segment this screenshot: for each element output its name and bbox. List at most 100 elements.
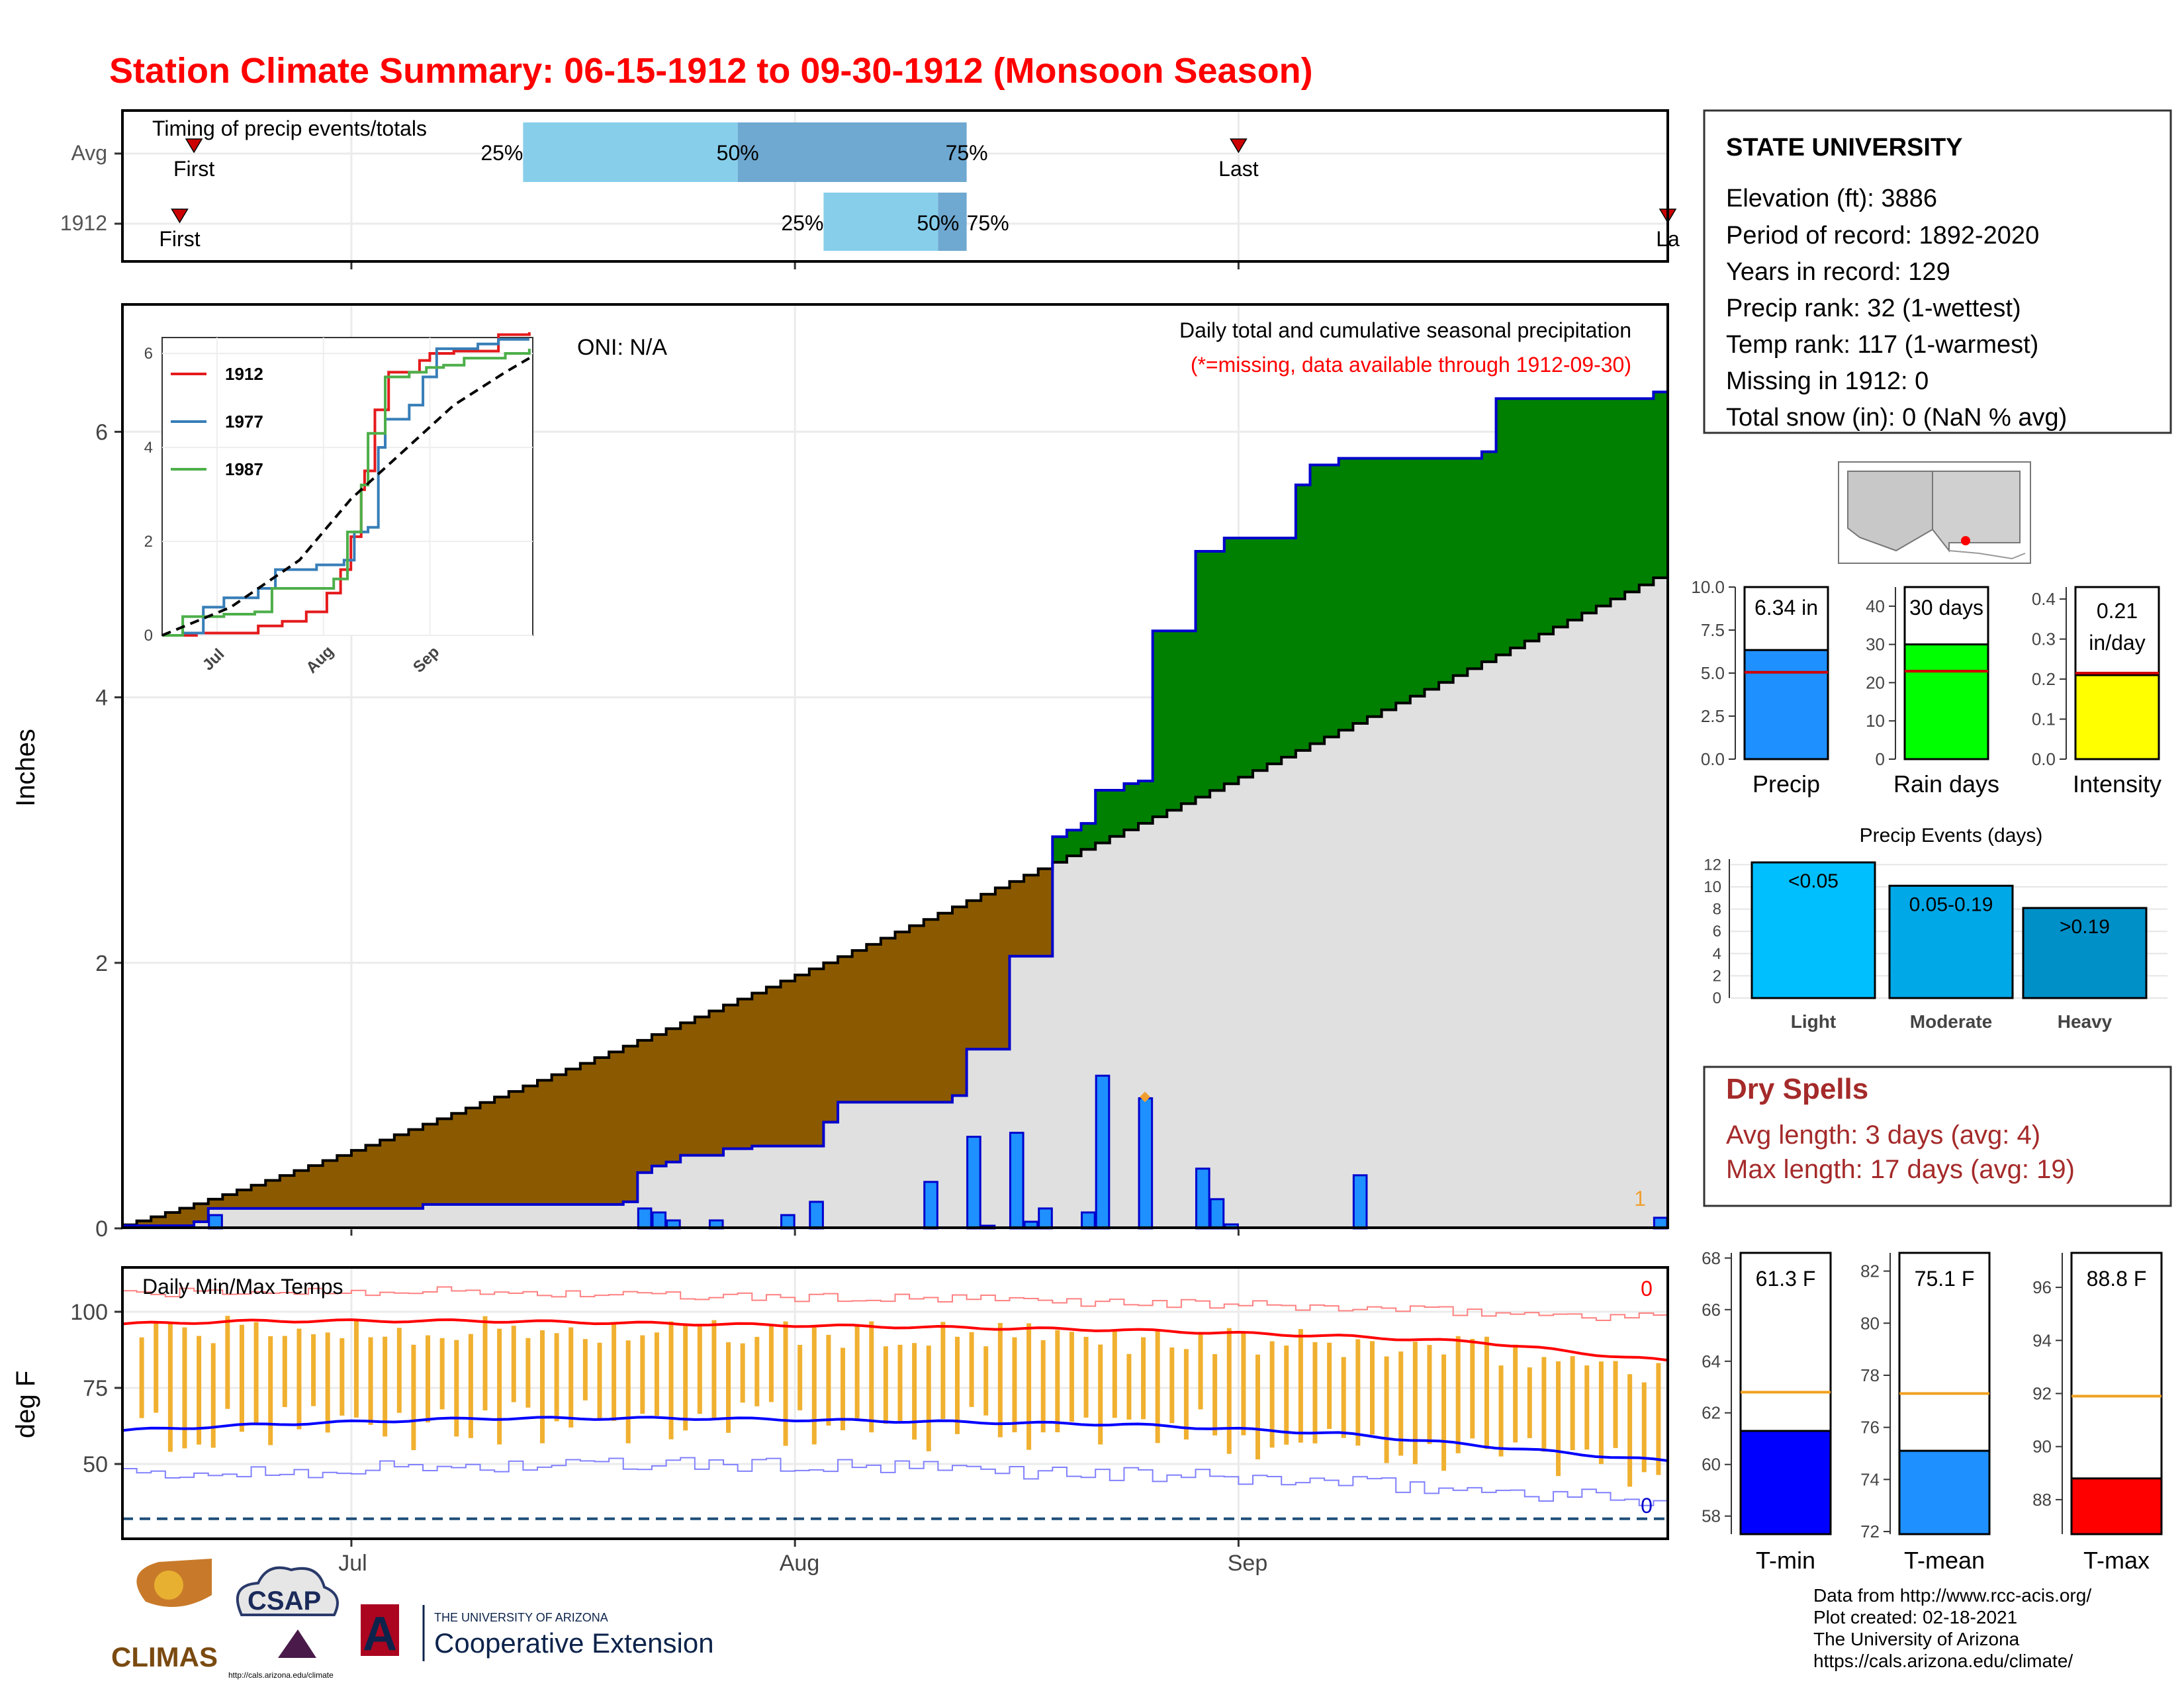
summary-tick-label-precip: 2.5 [1701, 706, 1725, 726]
daily-temp-bar [511, 1326, 516, 1402]
temp-summary-value-t-min: 61.3 F [1756, 1267, 1816, 1291]
temp-summary-tick-label-t-min: 62 [1702, 1403, 1721, 1423]
summary-label-rain-days: Rain days [1893, 770, 1999, 798]
deficit-strip [551, 1074, 567, 1205]
daily-temp-bar [1384, 1356, 1389, 1463]
footer-line-created: Plot created: 02-18-2021 [1813, 1607, 2017, 1627]
precip-areas [121, 390, 1668, 1230]
summary-tick-label-intensity: 0.3 [2032, 629, 2056, 649]
deficit-strip [895, 932, 910, 1103]
daily-temp-bar [167, 1322, 173, 1452]
precip-ytick-label-0: 0 [95, 1216, 108, 1242]
events-ytick-label-6: 6 [1713, 923, 1721, 940]
deficit-strip [451, 1113, 467, 1205]
dry-spells-title: Dry Spells [1726, 1073, 1868, 1105]
temp-summary-tick-label-t-mean: 78 [1860, 1365, 1880, 1385]
deficit-strip [394, 1134, 410, 1209]
daily-temp-bar [554, 1333, 559, 1422]
surplus-strip [1524, 398, 1540, 641]
surplus-strip [1653, 392, 1668, 578]
surplus-strip [1052, 837, 1068, 862]
precip-ytick-label-6: 6 [95, 420, 108, 445]
daily-temp-bar [1112, 1330, 1117, 1418]
daily-precip-bar [966, 1136, 981, 1230]
timing-bar-q25-q50-year [823, 193, 938, 251]
daily-temp-bar [1069, 1332, 1074, 1422]
surplus-strip [1338, 458, 1353, 731]
deficit-strip [780, 981, 796, 1146]
daily-temp-bar [740, 1343, 745, 1403]
daily-temp-bar [1513, 1344, 1518, 1443]
temp-summary-tick-label-t-min: 68 [1702, 1248, 1721, 1268]
station-line-elevation: Elevation (ft): 3886 [1726, 185, 1937, 212]
deficit-strip [880, 938, 896, 1103]
timing-marker-first-avg [185, 138, 203, 154]
summary-value-rain-days: 30 days [1909, 596, 1983, 619]
daily-temp-bar [325, 1332, 330, 1433]
summary-unit-intensity: in/day [2089, 631, 2145, 655]
inset-ytick-label-4: 4 [144, 439, 153, 457]
daily-temp-bar [383, 1336, 388, 1437]
deficit-strip [508, 1091, 523, 1205]
events-bar-light [1751, 861, 1876, 999]
inset-series-average [161, 357, 530, 637]
daily-temp-bar [1584, 1365, 1590, 1450]
daily-precip-bar [651, 1211, 667, 1230]
temp-summary-tick-label-t-max: 88 [2032, 1490, 2052, 1510]
deficit-strip [351, 1150, 367, 1209]
timing-label-p50-avg: 50% [717, 141, 759, 165]
deficit-strip [694, 1017, 710, 1156]
missing-note: (*=missing, data available through 1912-… [1191, 353, 1631, 377]
deficit-strip [609, 1052, 624, 1205]
daily-temp-bar [726, 1342, 731, 1433]
daily-temp-bar [1613, 1361, 1618, 1448]
ua-logo-block [361, 1604, 399, 1656]
daily-precip-bar [1352, 1174, 1368, 1230]
deficit-strip [265, 1180, 281, 1209]
daily-temp-bar [1398, 1351, 1404, 1456]
temp-summary-tick-label-t-max: 92 [2032, 1384, 2052, 1404]
daily-temp-bar [439, 1338, 445, 1410]
deficit-strip [294, 1170, 309, 1209]
footer-line-university: The University of Arizona [1813, 1629, 2020, 1649]
temp-summary-tick-label-t-mean: 82 [1860, 1261, 1880, 1281]
daily-temp-bar [997, 1322, 1003, 1438]
climas-logo-sun [154, 1571, 183, 1600]
daily-temp-bar [1369, 1341, 1375, 1435]
daily-temp-bar [1498, 1365, 1504, 1457]
daily-temp-bar [353, 1320, 359, 1418]
timing-label-p50-year: 50% [917, 211, 959, 235]
csap-logo-cloud [236, 1566, 339, 1616]
daily-temp-bar [1527, 1367, 1532, 1438]
deficit-strip [537, 1080, 553, 1205]
daily-temp-bar [569, 1327, 574, 1428]
daily-temp-bar [368, 1337, 373, 1425]
summary-label-intensity: Intensity [2073, 770, 2161, 798]
summary-tick-label-intensity: 0.1 [2032, 709, 2056, 729]
station-line-period: Period of record: 1892-2020 [1726, 222, 2039, 250]
timing-title: Timing of precip events/totals [152, 116, 427, 140]
temp-frame [121, 1266, 1669, 1540]
daily-precip-bar [809, 1201, 824, 1230]
deficit-strip [279, 1175, 295, 1209]
deficit-strip [952, 907, 968, 1096]
deficit-strip [208, 1199, 223, 1209]
deficit-strip [523, 1085, 538, 1205]
events-category-moderate: Moderate [1910, 1011, 1992, 1032]
timing-marker-last-avg [1230, 138, 1248, 154]
map-new-mexico-shape [1932, 471, 2021, 553]
timing-bar-q50-q75-avg [737, 122, 967, 182]
deficit-strip [795, 975, 810, 1146]
temp-bottom-count: 0 [1641, 1494, 1653, 1518]
deficit-strip [136, 1220, 152, 1226]
events-ytick-label-2: 2 [1713, 967, 1721, 985]
dry-spells-box: Dry Spells Avg length: 3 days (avg: 4) M… [1703, 1066, 2172, 1207]
precip-y-axis-label: Inches [11, 729, 40, 807]
deficit-strip [866, 944, 882, 1103]
timing-label-p75-year: 75% [967, 211, 1009, 235]
csap-logo: CSAP http://cals.arizona.edu/climate [228, 1566, 339, 1680]
deficit-strip [408, 1129, 424, 1209]
deficit-strip [1024, 875, 1039, 956]
daily-temp-bar [197, 1336, 202, 1445]
